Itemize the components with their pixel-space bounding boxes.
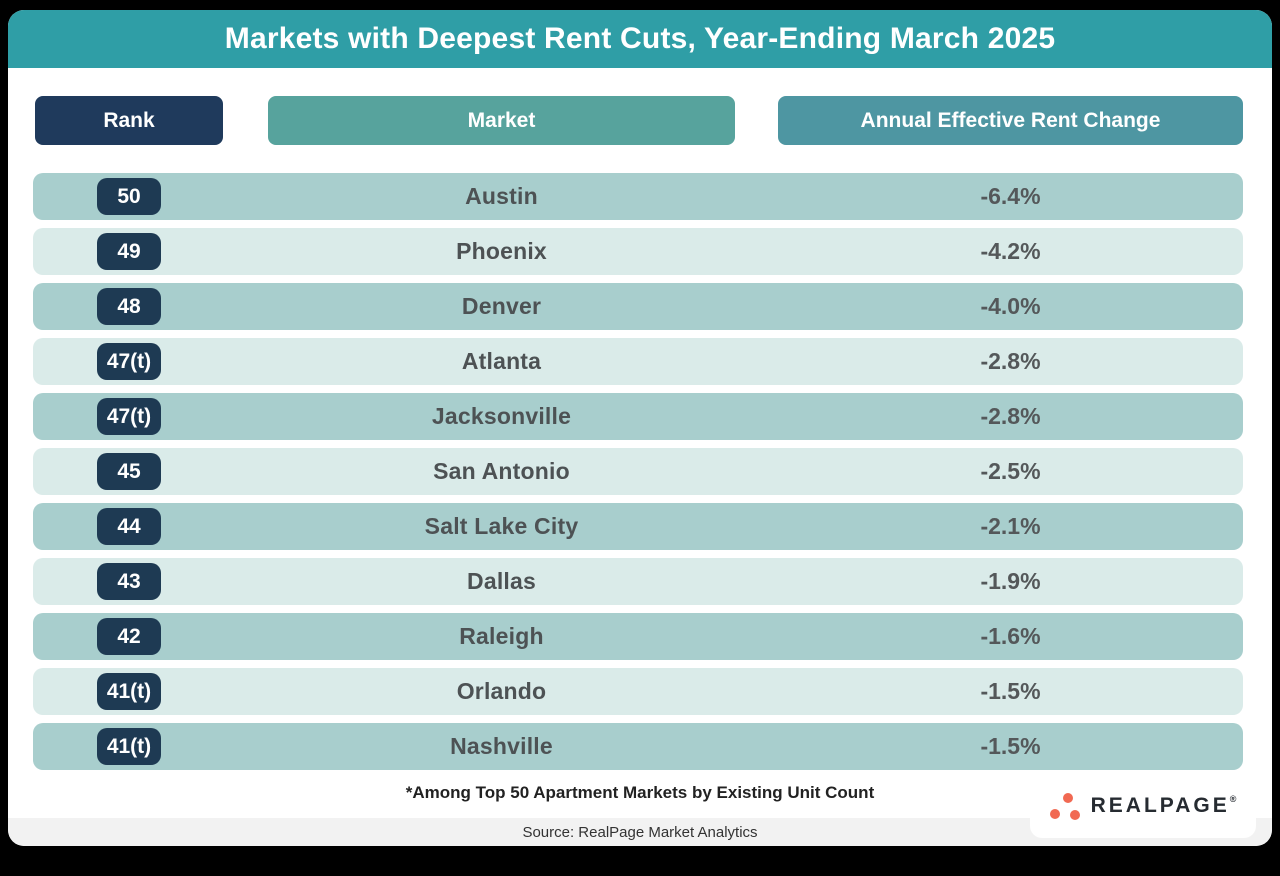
market-name: Atlanta xyxy=(461,348,542,374)
rank-badge: 48 xyxy=(97,288,161,325)
rank-cell: 42 xyxy=(33,613,225,660)
rent-change-value: -6.4% xyxy=(980,183,1041,209)
rank-cell: 41(t) xyxy=(33,668,225,715)
market-name: San Antonio xyxy=(433,458,570,484)
rank-cell: 45 xyxy=(33,448,225,495)
table-row: 47(t) Atlanta -2.8% xyxy=(33,338,1243,385)
rank-badge: 50 xyxy=(97,178,161,215)
rank-badge: 44 xyxy=(97,508,161,545)
table-rows: 50 Austin -6.4% 49 Phoenix -4.2% 48 Denv… xyxy=(33,173,1243,770)
table-row: 45 San Antonio -2.5% xyxy=(33,448,1243,495)
table-row: 48 Denver -4.0% xyxy=(33,283,1243,330)
rent-change-value: -4.0% xyxy=(980,293,1041,319)
rank-badge: 47(t) xyxy=(97,343,161,380)
realpage-logo-text: REALPAGE® xyxy=(1090,794,1237,817)
rank-cell: 44 xyxy=(33,503,225,550)
title-bar: Markets with Deepest Rent Cuts, Year-End… xyxy=(8,10,1272,68)
table-row: 44 Salt Lake City -2.1% xyxy=(33,503,1243,550)
table-row: 41(t) Nashville -1.5% xyxy=(33,723,1243,770)
rank-cell: 48 xyxy=(33,283,225,330)
footnote: *Among Top 50 Apartment Markets by Exist… xyxy=(405,783,875,802)
column-header-rent-change: Annual Effective Rent Change xyxy=(778,96,1243,145)
rank-badge: 43 xyxy=(97,563,161,600)
market-name: Dallas xyxy=(467,568,536,594)
rent-change-value: -2.1% xyxy=(980,513,1041,539)
rank-badge: 41(t) xyxy=(97,673,161,710)
table-row: 42 Raleigh -1.6% xyxy=(33,613,1243,660)
realpage-dots-icon xyxy=(1049,792,1081,820)
market-name: Jacksonville xyxy=(431,403,572,429)
realpage-logo: REALPAGE® xyxy=(1030,774,1256,838)
rank-badge: 42 xyxy=(97,618,161,655)
infographic-card: Markets with Deepest Rent Cuts, Year-End… xyxy=(8,10,1272,846)
trademark-mark: ® xyxy=(1229,794,1237,804)
column-header-market: Market xyxy=(268,96,735,145)
column-header-rank: Rank xyxy=(35,96,223,145)
market-name: Orlando xyxy=(456,678,547,704)
table-row: 41(t) Orlando -1.5% xyxy=(33,668,1243,715)
rank-cell: 50 xyxy=(33,173,225,220)
rent-change-value: -2.8% xyxy=(980,348,1041,374)
rank-cell: 47(t) xyxy=(33,338,225,385)
market-name: Nashville xyxy=(450,733,553,759)
rank-badge: 41(t) xyxy=(97,728,161,765)
table-row: 47(t) Jacksonville -2.8% xyxy=(33,393,1243,440)
market-name: Phoenix xyxy=(456,238,547,264)
rent-change-value: -4.2% xyxy=(980,238,1041,264)
table-row: 49 Phoenix -4.2% xyxy=(33,228,1243,275)
source-text: Source: RealPage Market Analytics xyxy=(522,823,758,841)
rent-change-value: -1.5% xyxy=(980,733,1041,759)
rank-badge: 47(t) xyxy=(97,398,161,435)
market-name: Austin xyxy=(465,183,538,209)
market-name: Salt Lake City xyxy=(424,513,579,539)
rank-cell: 49 xyxy=(33,228,225,275)
table-row: 50 Austin -6.4% xyxy=(33,173,1243,220)
market-name: Raleigh xyxy=(459,623,544,649)
rent-change-value: -1.6% xyxy=(980,623,1041,649)
rank-cell: 41(t) xyxy=(33,723,225,770)
rank-badge: 49 xyxy=(97,233,161,270)
rank-cell: 43 xyxy=(33,558,225,605)
page-title: Markets with Deepest Rent Cuts, Year-End… xyxy=(224,22,1056,55)
rent-change-value: -1.5% xyxy=(980,678,1041,704)
rank-cell: 47(t) xyxy=(33,393,225,440)
rent-change-value: -2.5% xyxy=(980,458,1041,484)
rent-change-value: -1.9% xyxy=(980,568,1041,594)
rank-badge: 45 xyxy=(97,453,161,490)
table-header-row: Rank Market Annual Effective Rent Change xyxy=(33,96,1243,145)
market-name: Denver xyxy=(461,293,542,319)
rent-change-value: -2.8% xyxy=(980,403,1041,429)
rent-cuts-table: Rank Market Annual Effective Rent Change… xyxy=(33,96,1243,770)
table-row: 43 Dallas -1.9% xyxy=(33,558,1243,605)
